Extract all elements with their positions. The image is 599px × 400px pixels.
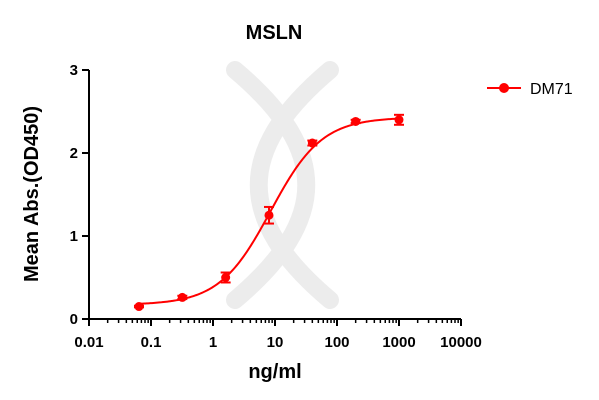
x-tick-label: 0.01 [74, 334, 103, 351]
y-tick-label: 0 [70, 311, 78, 328]
x-tick-label: 100 [324, 334, 349, 351]
x-tick-label: 1 [209, 334, 217, 351]
legend: DM71 [487, 81, 573, 98]
y-axis: 0 1 2 3 [70, 62, 90, 328]
y-tick-label: 3 [70, 62, 78, 79]
x-axis: 0.01 0.1 1 10 100 1000 10000 [74, 318, 482, 351]
x-tick-label: 10 [267, 334, 284, 351]
y-tick-label: 2 [70, 145, 78, 162]
y-axis-label: Mean Abs.(OD450) [21, 106, 43, 282]
x-axis-label: ng/ml [248, 361, 301, 383]
data-point [177, 292, 187, 302]
x-tick-label: 1000 [382, 334, 415, 351]
legend-label-dm71: DM71 [530, 81, 573, 98]
chart-title: MSLN [246, 22, 303, 44]
watermark-dna-logo [226, 61, 339, 309]
data-point [134, 302, 144, 312]
x-tick-label: 10000 [440, 334, 482, 351]
data-point [307, 138, 317, 148]
data-point [221, 273, 231, 282]
x-tick-label: 0.1 [141, 334, 162, 351]
data-point [351, 116, 361, 126]
data-point [394, 115, 404, 125]
plot-area [133, 113, 404, 312]
data-point [264, 210, 274, 220]
legend-marker [499, 83, 509, 93]
y-tick-label: 1 [70, 228, 78, 245]
